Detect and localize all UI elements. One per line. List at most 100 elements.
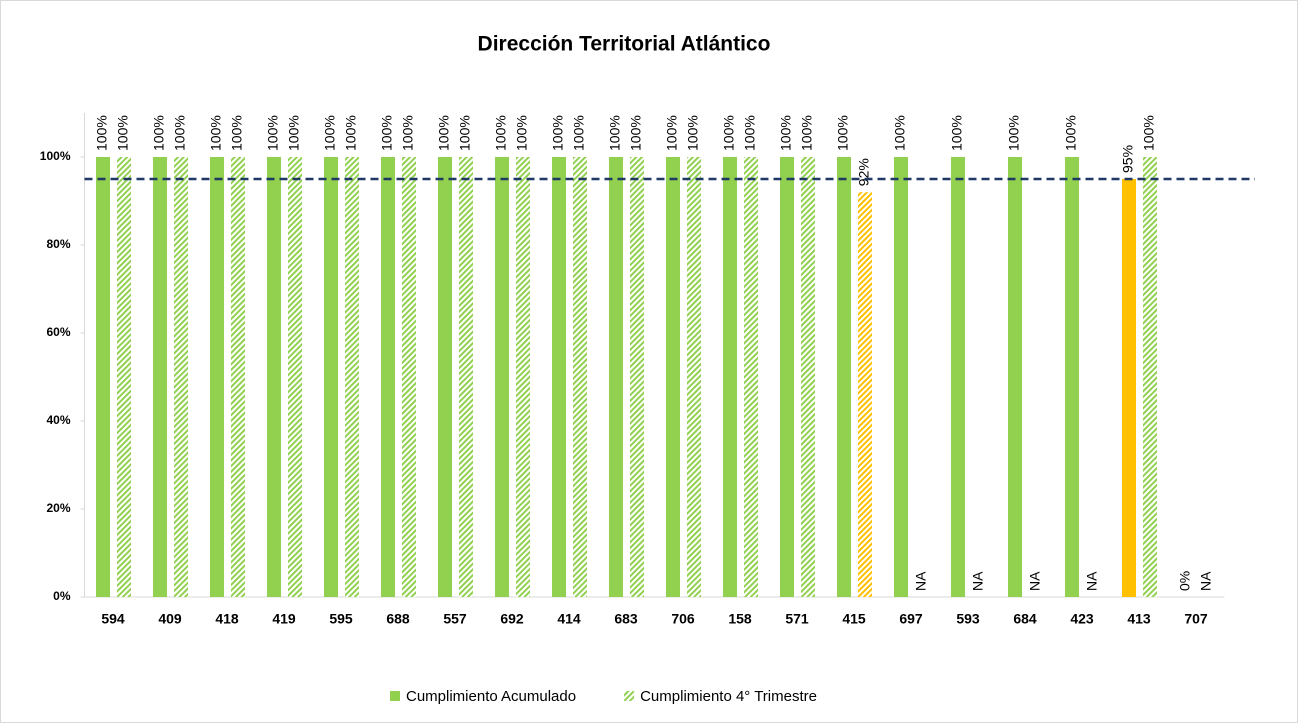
data-label: 100% <box>457 115 473 151</box>
data-label: 100% <box>115 115 131 151</box>
data-label: 100% <box>400 115 416 151</box>
data-label: NA <box>913 571 929 591</box>
bar <box>459 157 473 597</box>
bar <box>744 157 758 597</box>
bar <box>1065 157 1079 597</box>
y-tick-label: 60% <box>46 325 70 339</box>
legend-swatch <box>624 691 635 701</box>
bar <box>210 157 224 597</box>
data-label: 100% <box>151 115 167 151</box>
data-label: 100% <box>742 115 758 151</box>
bar <box>666 157 680 597</box>
bar <box>96 157 110 597</box>
chart-title: Dirección Territorial Atlántico <box>478 33 771 56</box>
data-label: 100% <box>685 115 701 151</box>
y-tick-label: 20% <box>46 501 70 515</box>
data-label: 100% <box>892 115 908 151</box>
legend-swatch <box>390 691 400 701</box>
bar <box>267 157 281 597</box>
data-label: 92% <box>856 158 872 186</box>
x-tick-label: 692 <box>500 611 524 627</box>
bar <box>1008 157 1022 597</box>
x-tick-label: 683 <box>614 611 638 627</box>
y-tick-label: 80% <box>46 237 70 251</box>
data-label: 100% <box>1006 115 1022 151</box>
data-label: 100% <box>286 115 302 151</box>
data-label: 100% <box>208 115 224 151</box>
data-label: NA <box>1198 571 1214 591</box>
bar <box>573 157 587 597</box>
data-label: 95% <box>1120 145 1136 173</box>
bar <box>630 157 644 597</box>
x-tick-label: 415 <box>842 611 866 627</box>
data-label: 100% <box>379 115 395 151</box>
data-label: 100% <box>436 115 452 151</box>
bar <box>723 157 737 597</box>
y-tick-label: 40% <box>46 413 70 427</box>
x-tick-label: 594 <box>101 611 125 627</box>
data-label: 0% <box>1177 571 1193 591</box>
x-tick-label: 706 <box>671 611 695 627</box>
bar <box>153 157 167 597</box>
bar <box>117 157 131 597</box>
bar <box>495 157 509 597</box>
data-label: 100% <box>571 115 587 151</box>
x-tick-label: 158 <box>728 611 752 627</box>
x-tick-label: 419 <box>272 611 296 627</box>
x-tick-label: 707 <box>1184 611 1208 627</box>
data-label: NA <box>1084 571 1100 591</box>
x-tick-label: 423 <box>1070 611 1094 627</box>
data-label: 100% <box>799 115 815 151</box>
bar <box>801 157 815 597</box>
bar <box>552 157 566 597</box>
data-label: NA <box>970 571 986 591</box>
x-tick-label: 557 <box>443 611 467 627</box>
data-label: 100% <box>550 115 566 151</box>
bar <box>381 157 395 597</box>
x-tick-label: 697 <box>899 611 923 627</box>
x-tick-label: 418 <box>215 611 239 627</box>
data-label: 100% <box>835 115 851 151</box>
bar <box>402 157 416 597</box>
data-label: NA <box>1027 571 1043 591</box>
bar <box>837 157 851 597</box>
legend-label: Cumplimiento Acumulado <box>406 688 576 705</box>
bar <box>288 157 302 597</box>
bar <box>1143 157 1157 597</box>
x-tick-label: 413 <box>1127 611 1151 627</box>
y-tick-label: 100% <box>40 149 71 163</box>
data-label: 100% <box>664 115 680 151</box>
bar <box>174 157 188 597</box>
data-label: 100% <box>172 115 188 151</box>
data-label: 100% <box>778 115 794 151</box>
bar <box>780 157 794 597</box>
data-label: 100% <box>1063 115 1079 151</box>
data-label: 100% <box>514 115 530 151</box>
data-label: 100% <box>265 115 281 151</box>
bar <box>951 157 965 597</box>
data-label: 100% <box>1141 115 1157 151</box>
data-label: 100% <box>607 115 623 151</box>
data-label: 100% <box>949 115 965 151</box>
legend-label: Cumplimiento 4° Trimestre <box>640 688 817 705</box>
bar <box>609 157 623 597</box>
bar <box>858 192 872 597</box>
bar <box>438 157 452 597</box>
data-label: 100% <box>229 115 245 151</box>
data-label: 100% <box>343 115 359 151</box>
bar <box>1122 179 1136 597</box>
x-tick-label: 595 <box>329 611 353 627</box>
bar <box>687 157 701 597</box>
bar <box>516 157 530 597</box>
y-tick-label: 0% <box>53 589 71 603</box>
bar <box>894 157 908 597</box>
data-label: 100% <box>628 115 644 151</box>
bar <box>231 157 245 597</box>
x-tick-label: 688 <box>386 611 410 627</box>
data-label: 100% <box>721 115 737 151</box>
bar <box>324 157 338 597</box>
bar <box>345 157 359 597</box>
data-label: 100% <box>322 115 338 151</box>
